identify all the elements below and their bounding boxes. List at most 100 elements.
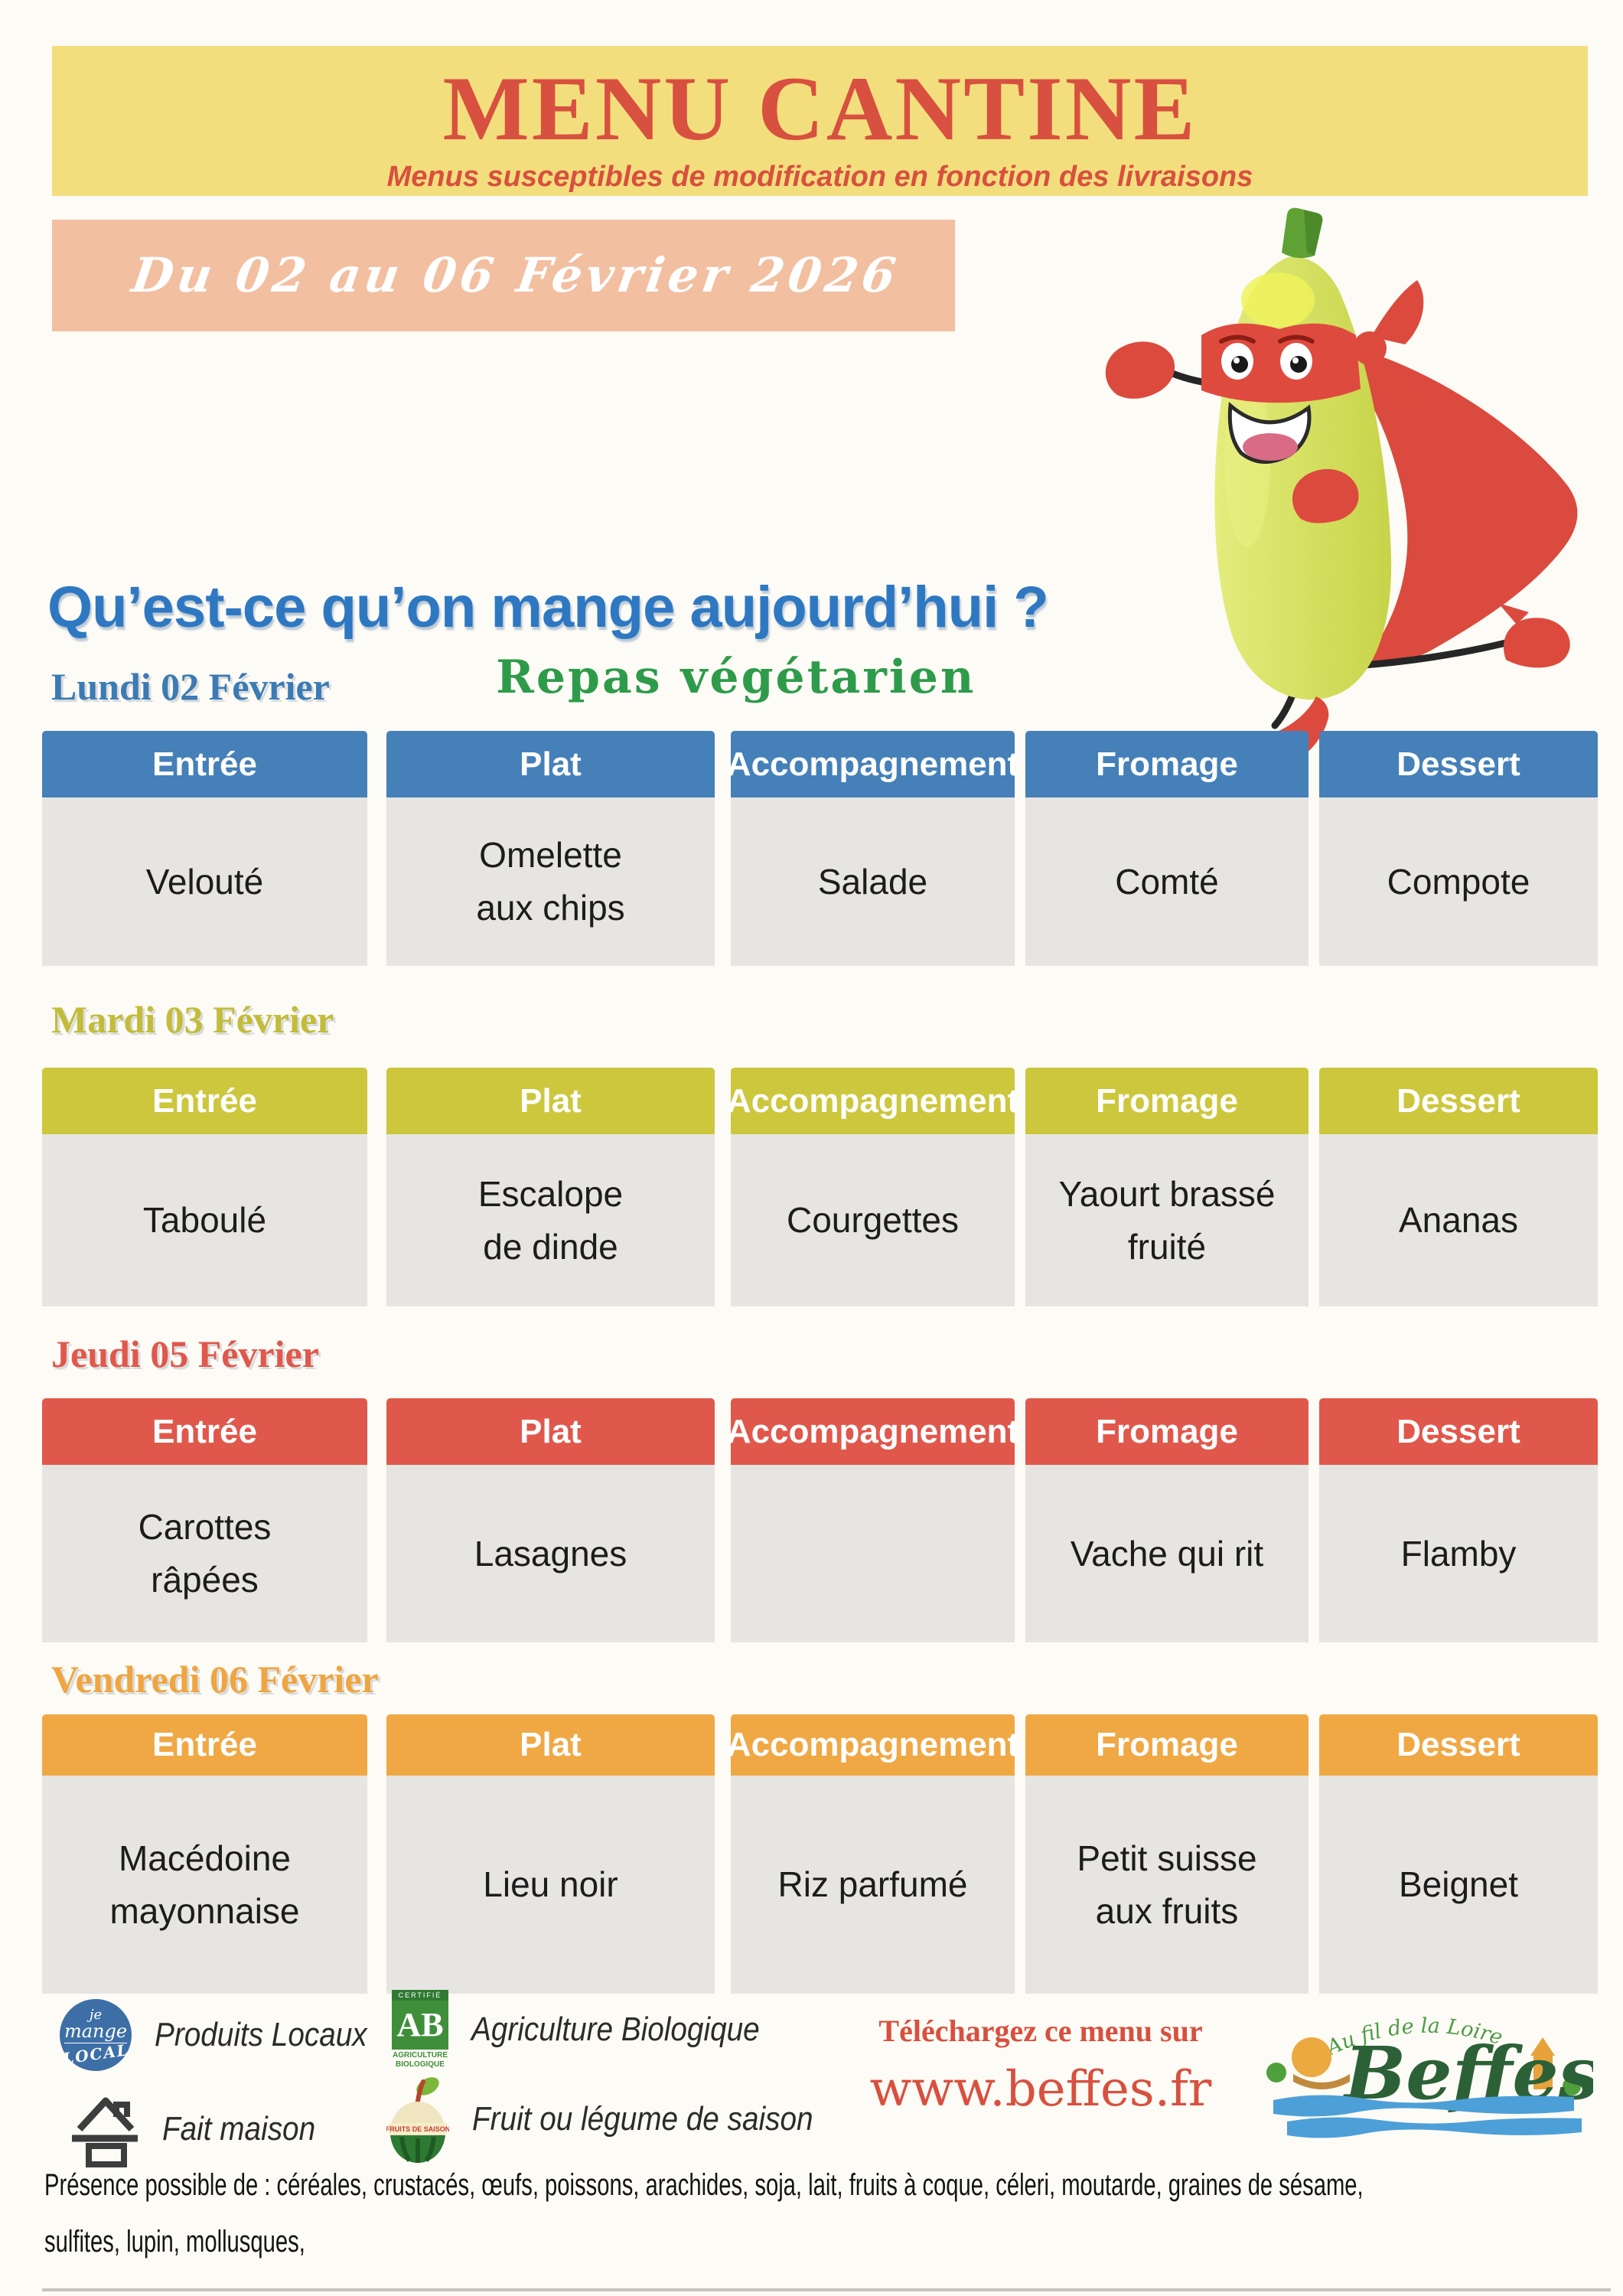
column-header: Dessert (1319, 731, 1598, 797)
beffes-logo: Au fil de la Loire Beffes (1266, 2014, 1593, 2138)
day-section-jeudi: Jeudi 05 Février Entrée Carottes râpées Pl… (42, 1332, 1598, 1642)
column-header: Plat (386, 1714, 715, 1776)
menu-column: Dessert Ananas (1319, 1068, 1598, 1306)
menu-cell: Courgettes (731, 1134, 1015, 1306)
day-section-mardi: Mardi 03 Février Entrée Taboulé Plat Escalo… (42, 997, 1598, 1306)
menu-column: Entrée Taboulé (42, 1068, 367, 1306)
column-header: Fromage (1025, 1068, 1309, 1134)
je-mange-local-badge: je mange LOCAL (60, 1999, 132, 2071)
column-header: Accompagnement (727, 1068, 1018, 1134)
column-header: Entrée (42, 1398, 367, 1465)
menu-cell: Compote (1319, 797, 1598, 966)
question-heading: Qu’est-ce qu’on mange aujourd’hui ? (47, 575, 1049, 640)
menu-column: Dessert Flamby (1319, 1398, 1598, 1642)
menu-column: Accompagnement Salade (727, 731, 1018, 966)
menu-table: Entrée Carottes râpées Plat Lasagnes Accompa… (42, 1398, 1598, 1642)
menu-column: Fromage Vache qui rit (1025, 1398, 1309, 1642)
menu-cell: Lasagnes (386, 1465, 715, 1642)
menu-column: Plat Lasagnes (386, 1398, 715, 1642)
vegetarian-note: Repas végétarien (496, 651, 976, 704)
glove-icon (1292, 468, 1359, 523)
menu-cell: Macédoine mayonnaise (42, 1776, 367, 1994)
menu-cell: Lieu noir (386, 1776, 715, 1994)
menu-table: Entrée Macédoine mayonnaise Plat Lieu noir A… (42, 1714, 1598, 1994)
badge-text: AB (392, 2001, 448, 2050)
legend-fruit-saison: FRUITS DE SAISON Fruit ou légume de sais… (386, 2074, 859, 2164)
download-block: Téléchargez ce menu sur www.beffes.fr (826, 2013, 1255, 2118)
wave-icon (1287, 2117, 1582, 2138)
column-header: Plat (386, 731, 715, 797)
download-url: www.beffes.fr (869, 2061, 1212, 2118)
column-header: Fromage (1025, 1714, 1309, 1776)
menu-cell: Carottes râpées (42, 1465, 367, 1642)
menu-column: Entrée Velouté (42, 731, 367, 966)
fruits-de-saison-badge: FRUITS DE SAISON (386, 2077, 449, 2163)
menu-column: Fromage Yaourt brassé fruité (1025, 1068, 1309, 1306)
column-header: Accompagnement (727, 1714, 1018, 1776)
sun-icon (1292, 2037, 1331, 2077)
day-section-vendredi: Vendredi 06 Février Entrée Macédoine mayo… (42, 1657, 1598, 1994)
cape-icon (1339, 344, 1578, 667)
menu-column: Accompagnement (727, 1398, 1018, 1642)
menu-cell: Ananas (1319, 1134, 1598, 1306)
menu-column: Accompagnement Riz parfumé (727, 1714, 1018, 1994)
menu-cell: Riz parfumé (731, 1776, 1015, 1994)
day-title: Mardi 03 Février (51, 998, 334, 1041)
column-header: Entrée (42, 731, 367, 797)
week-range: Du 02 au 06 Février 2026 (128, 247, 903, 303)
week-banner: Du 02 au 06 Février 2026 (52, 220, 955, 331)
menu-column: Fromage Comté (1025, 731, 1309, 966)
legend-label: Produits Locaux (155, 2016, 367, 2053)
scan-edge-line (42, 2288, 1611, 2291)
wave-icon (1273, 2095, 1574, 2117)
menu-cell: Beignet (1319, 1776, 1598, 1994)
menu-table: Entrée Taboulé Plat Escalope de dinde Accomp… (42, 1068, 1598, 1306)
day-title: Jeudi 05 Février (51, 1332, 319, 1375)
menu-column: Plat Escalope de dinde (386, 1068, 715, 1306)
badge-text: CERTIFIÉ (392, 1990, 448, 2001)
menu-cell: Vache qui rit (1025, 1465, 1309, 1642)
day-title: Vendredi 06 Février (51, 1658, 379, 1701)
badge-text: FRUITS DE SAISON (386, 2125, 449, 2133)
download-intro: Téléchargez ce menu sur (878, 2014, 1203, 2048)
menu-cell: Omelette aux chips (386, 797, 715, 966)
legend-label: Agriculture Biologique (471, 2011, 760, 2048)
column-header: Dessert (1319, 1714, 1598, 1776)
column-header: Accompagnement (727, 1398, 1018, 1465)
menu-column: Dessert Beignet (1319, 1714, 1598, 1994)
page-title: MENU CANTINE (442, 57, 1198, 159)
legend-label: Fait maison (162, 2110, 316, 2148)
glove-icon (1105, 341, 1175, 399)
menu-cell: Salade (731, 797, 1015, 966)
menu-column: Entrée Macédoine mayonnaise (42, 1714, 367, 1994)
menu-cell (731, 1465, 1015, 1642)
menu-cell: Taboulé (42, 1134, 367, 1306)
title-banner: MENU CANTINE Menus susceptibles de modif… (52, 46, 1588, 196)
page-subtitle: Menus susceptibles de modification en fo… (386, 161, 1253, 193)
menu-cell: Comté (1025, 797, 1309, 966)
column-header: Dessert (1319, 1398, 1598, 1465)
menu-table: Entrée Velouté Plat Omelette aux chips Accom… (42, 731, 1598, 966)
legend-label: Fruit ou légume de saison (472, 2100, 813, 2138)
column-header: Fromage (1025, 1398, 1309, 1465)
legend-agriculture-biologique: CERTIFIÉ AB AGRICULTURE BIOLOGIQUE Agric… (392, 1990, 799, 2069)
boat-icon (1293, 2074, 1350, 2089)
menu-column: Fromage Petit suisse aux fruits (1025, 1714, 1309, 1994)
day-section-lundi: Lundi 02 Février Entrée Velouté Plat Omelet… (42, 664, 1598, 966)
legend-produits-locaux: je mange LOCAL Produits Locaux (60, 1999, 396, 2071)
tree-icon (1266, 2063, 1286, 2082)
ab-certification-badge: CERTIFIÉ AB AGRICULTURE BIOLOGIQUE (392, 1990, 448, 2069)
menu-column: Entrée Carottes râpées (42, 1398, 367, 1642)
badge-text: je (89, 2007, 103, 2023)
menu-cell: Flamby (1319, 1465, 1598, 1642)
column-header: Plat (386, 1068, 715, 1134)
menu-column: Plat Omelette aux chips (386, 731, 715, 966)
tree-icon (1563, 2077, 1581, 2095)
boot-icon (1503, 618, 1570, 668)
badge-text: LOCAL (61, 2040, 130, 2068)
column-header: Entrée (42, 1068, 367, 1134)
menu-cell: Petit suisse aux fruits (1025, 1776, 1309, 1994)
allergen-line: Présence possible de : céréales, crustac… (44, 2168, 1364, 2202)
menu-column: Accompagnement Courgettes (727, 1068, 1018, 1306)
